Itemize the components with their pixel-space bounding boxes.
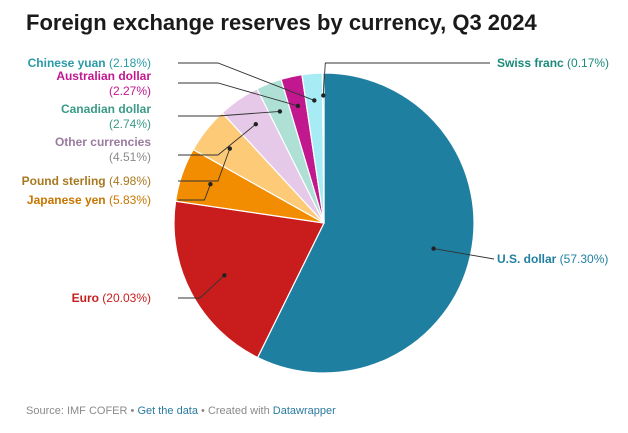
slice-swiss-franc xyxy=(321,72,325,224)
footer: Source: IMF COFER • Get the data • Creat… xyxy=(26,405,336,417)
slice-label-name: Australian dollar xyxy=(56,69,151,83)
slice-label-value: (0.17%) xyxy=(564,56,609,70)
leader-dot xyxy=(277,109,283,114)
slice-labels: U.S. dollar (57.30%) Euro (20.03%) Japanes… xyxy=(22,56,609,305)
slice-u-s-dollar xyxy=(256,72,475,374)
slice-label: Other currencies (4.51%) xyxy=(55,135,151,164)
leader-dot xyxy=(321,93,326,98)
slice-label-value: (4.98%) xyxy=(106,174,151,188)
leader-dot xyxy=(208,182,213,187)
slice-label-name: Japanese yen xyxy=(27,193,106,207)
slice-label-name: U.S. dollar xyxy=(497,252,557,266)
leader-line xyxy=(178,110,280,117)
slice-label-value: (2.18%) xyxy=(106,56,151,70)
source-text: Source: IMF COFER xyxy=(26,405,128,417)
footer-separator: • xyxy=(127,405,138,417)
slice-label-name: Other currencies xyxy=(55,135,151,149)
leader-line xyxy=(178,123,257,156)
slice-label: Swiss franc (0.17%) xyxy=(497,56,609,70)
leader-line xyxy=(433,248,495,260)
leader-dot xyxy=(227,146,232,151)
get-data-link[interactable]: Get the data xyxy=(137,405,198,417)
leader-dot xyxy=(253,122,258,127)
leader-dot xyxy=(312,98,317,103)
chart-title: Foreign exchange reserves by currency, Q… xyxy=(26,10,537,35)
leader-line xyxy=(178,82,299,107)
slice-label: Canadian dollar (2.74%) xyxy=(61,102,151,131)
pie-slices xyxy=(173,72,475,374)
slice-label: Pound sterling (4.98%) xyxy=(22,174,151,188)
leader-line xyxy=(178,184,211,201)
slice-euro xyxy=(173,200,325,359)
slice-label-name: Chinese yuan xyxy=(28,56,106,70)
slice-label-value: (4.51%) xyxy=(109,150,151,164)
leader-lines xyxy=(178,62,495,299)
leader-dot xyxy=(295,103,301,109)
slice-label-value: (20.03%) xyxy=(99,291,151,305)
created-with-text: • Created with xyxy=(197,405,273,417)
leader-line xyxy=(322,62,490,96)
slice-label-name: Euro xyxy=(72,291,99,305)
slice-label-name: Pound sterling xyxy=(22,174,106,188)
slice-label-value: (2.74%) xyxy=(109,117,151,131)
leader-dot xyxy=(431,246,436,251)
slice-label: Japanese yen (5.83%) xyxy=(27,193,151,207)
leader-line xyxy=(178,274,225,299)
leader-dot xyxy=(222,273,227,278)
slice-label: U.S. dollar (57.30%) xyxy=(497,252,608,266)
slice-label: Australian dollar (2.27%) xyxy=(56,69,151,98)
datawrapper-link[interactable]: Datawrapper xyxy=(272,405,336,417)
slice-label-value: (2.27%) xyxy=(109,84,151,98)
slice-label-value: (5.83%) xyxy=(106,193,151,207)
slice-label-value: (57.30%) xyxy=(556,252,608,266)
leader-line xyxy=(178,148,231,182)
slice-label: Chinese yuan (2.18%) xyxy=(28,56,151,70)
slice-label: Euro (20.03%) xyxy=(72,291,151,305)
slice-label-name: Swiss franc xyxy=(497,56,564,70)
leader-line xyxy=(178,62,315,101)
slice-label-name: Canadian dollar xyxy=(61,102,151,116)
